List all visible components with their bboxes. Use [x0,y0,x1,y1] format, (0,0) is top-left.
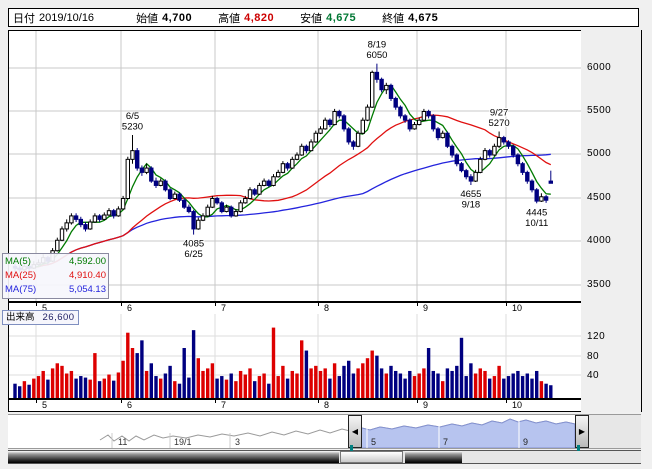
chart-annotation: 4445 [526,207,547,218]
left-arrow-icon: ◀ [351,427,359,436]
chart-annotation: 10/11 [525,218,548,229]
ma-legend-row: MA(75) 5,054.13 [5,283,106,297]
month-label: 9 [423,303,429,313]
month-label: 10 [512,303,523,313]
month-tick [506,303,507,306]
open-value: 4,700 [162,11,193,24]
scrollbar-thumb[interactable] [340,451,403,463]
chart-annotation: 9/27 [490,108,509,119]
month-axis-lower: 5 6 7 8 9 10 [8,399,582,412]
axis-tick-label: 6000 [587,62,612,73]
month-label: 10 [512,400,523,410]
ma-value: 4,910.40 [69,270,106,281]
month-label: 6 [127,303,133,313]
volume-value: 26,600 [42,312,75,323]
ma-value: 4,592.00 [69,256,106,267]
navigator-date-label: 11 [118,437,127,447]
date-label: 日付 [13,12,35,25]
open-label: 始値 [136,12,159,25]
volume-chart [9,314,581,399]
axis-tick-label: 5500 [587,105,612,116]
chart-annotation: 6/5 [126,111,139,122]
quote-info-bar: 日付 2019/10/16 始値 4,700 高値 4,820 安値 4,675… [8,8,639,27]
chart-annotation: 9/18 [462,200,481,211]
close-group: 終値 4,675 [382,10,438,26]
close-value: 4,675 [408,11,439,24]
month-tick [417,303,418,306]
month-tick [121,303,122,306]
month-label: 6 [127,400,133,410]
navigator-date-label: 19/1 [174,437,192,447]
low-label: 安値 [300,12,323,25]
open-group: 始値 4,700 [136,10,192,26]
volume-label: 出来高 [6,312,35,323]
navigator-left-arrow-button[interactable]: ◀ [348,415,362,448]
month-tick [506,400,507,403]
chart-annotation: 4085 [183,239,204,250]
volume-chart-panel [8,314,582,399]
axis-tick-label: 3500 [587,279,612,290]
navigator-date-label: 5 [371,437,376,447]
month-label: 9 [423,400,429,410]
month-tick [121,400,122,403]
range-scrollbar[interactable] [8,450,641,464]
ma-legend: MA(5) 4,592.00 MA(25) 4,910.40 MA(75) 5,054.1… [2,253,109,299]
scrollbar-track-right[interactable] [405,451,462,463]
date-value: 2019/10/16 [39,11,95,24]
month-tick [318,303,319,306]
chart-annotation: 6050 [366,50,387,61]
axis-tick-label: 120 [587,331,606,342]
navigator-date-label: 3 [235,437,240,447]
month-label: 5 [42,400,48,410]
scrollbar-track-left[interactable] [8,451,339,463]
ma-value: 5,054.13 [69,284,106,295]
navigator-mini-chart[interactable]: 11 19/1 3 5 7 9 [8,415,641,448]
chart-annotation: 4655 [460,189,481,200]
month-label: 8 [324,400,330,410]
high-label: 高値 [218,12,241,25]
month-tick [318,400,319,403]
low-group: 安値 4,675 [300,10,356,26]
month-tick [417,400,418,403]
volume-badge: 出来高 26,600 [2,310,79,325]
ma-legend-row: MA(25) 4,910.40 [5,269,106,283]
ma-name: MA(75) [5,284,37,295]
axis-tick-label: 40 [587,370,600,381]
ma-legend-row: MA(5) 4,592.00 [5,255,106,269]
date-group: 日付 2019/10/16 [13,10,94,26]
month-tick [36,303,37,306]
chart-annotation: 5230 [122,121,143,132]
navigator-date-label: 9 [523,437,528,447]
month-label: 5 [42,303,48,313]
chart-annotation: 6/25 [184,249,203,260]
selection-start-marker [350,445,353,451]
range-navigator[interactable]: 11 19/1 3 5 7 9 ◀ ▶ [8,414,641,449]
right-arrow-icon: ▶ [578,427,586,436]
navigator-right-arrow-button[interactable]: ▶ [575,415,589,448]
axis-tick-label: 4500 [587,192,612,203]
ma-name: MA(25) [5,270,37,281]
month-tick [215,400,216,403]
month-label: 8 [324,303,330,313]
low-value: 4,675 [326,11,357,24]
axis-tick-label: 4000 [587,235,612,246]
axis-tick-label: 5000 [587,148,612,159]
price-axis-panel: 6000 5500 5000 4500 4000 3500 120 80 40 [581,30,642,412]
month-tick [215,303,216,306]
high-group: 高値 4,820 [218,10,274,26]
navigator-date-label: 7 [443,437,448,447]
month-tick [36,400,37,403]
selection-end-marker [577,445,580,451]
month-label: 7 [221,400,227,410]
high-value: 4,820 [244,11,275,24]
chart-annotation: 5270 [489,118,510,129]
navigator-right-spacer [589,415,641,448]
close-label: 終値 [382,12,405,25]
ma-name: MA(5) [5,256,31,267]
month-label: 7 [221,303,227,313]
axis-tick-label: 80 [587,351,600,362]
chart-annotation: 8/19 [368,40,387,51]
